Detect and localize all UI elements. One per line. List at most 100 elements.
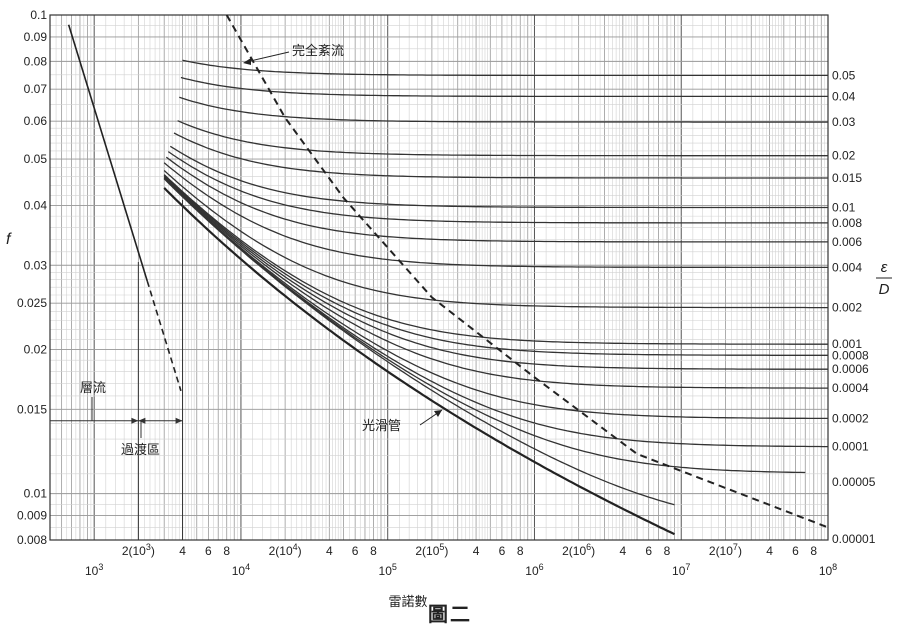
figure-caption: 圖二 (428, 604, 472, 626)
y-tick-label: 0.06 (24, 114, 48, 128)
roughness-curve (179, 96, 828, 123)
roughness-curve (163, 176, 828, 389)
x-tick-label: 8 (370, 544, 377, 558)
x-tick-label: 6 (792, 544, 799, 558)
x-tick-label: 8 (223, 544, 230, 558)
right-axis-label-denominator: D (879, 281, 890, 298)
roughness-label: 0.00001 (832, 532, 876, 546)
roughness-label: 0.0004 (832, 381, 869, 395)
y-tick-label: 0.02 (24, 343, 48, 357)
x-tick-label: 6 (205, 544, 212, 558)
roughness-label: 0.0006 (832, 362, 869, 376)
smooth-pipe-arrowhead (434, 410, 442, 417)
x-decade-label: 104 (232, 562, 250, 578)
x-tick-label: 4 (766, 544, 773, 558)
y-tick-label: 0.015 (17, 402, 47, 416)
y-tick-label: 0.03 (24, 258, 48, 272)
y-tick-label: 0.04 (24, 198, 48, 212)
x-tick-label: 8 (517, 544, 524, 558)
roughness-curve (182, 59, 828, 77)
x-tick-label: 4 (619, 544, 626, 558)
x-decade-label: 103 (85, 562, 103, 578)
flow-region-markers (50, 200, 184, 540)
roughness-label: 0.0002 (832, 411, 869, 425)
roughness-label: 0.004 (832, 260, 862, 274)
roughness-label: 0.0008 (832, 348, 869, 362)
y-tick-label: 0.01 (24, 487, 48, 501)
y-tick-label: 0.009 (17, 509, 47, 523)
roughness-curve (163, 175, 828, 370)
roughness-curve (169, 145, 828, 209)
laminar-dashed-extension (146, 280, 182, 392)
x-tick-label: 4 (179, 544, 186, 558)
roughness-curves (163, 59, 828, 536)
x-tick-label: 8 (664, 544, 671, 558)
complete-turbulence-arrow-line (245, 51, 290, 63)
roughness-label: 0.0001 (832, 440, 869, 454)
laminar-line (67, 24, 182, 392)
x-tick-label: 4 (473, 544, 480, 558)
x-tick-label: 2(104) (269, 542, 302, 558)
roughness-label: 0.001 (832, 337, 862, 351)
y-tick-label: 0.05 (24, 152, 48, 166)
x-tick-label: 6 (499, 544, 506, 558)
y-tick-labels: 0.1 0.09 0.08 0.07 0.06 0.05 0.04 0.03 0.025 0.02… (17, 8, 47, 547)
laminar-solid-line (67, 24, 149, 282)
roughness-label: 0.01 (832, 200, 856, 214)
x-tick-label: 2(103) (122, 542, 155, 558)
x-tick-label: 8 (810, 544, 817, 558)
x-decade-label: 108 (819, 562, 837, 578)
roughness-curve (163, 170, 828, 309)
roughness-curve (173, 132, 828, 179)
x-decade-label: 107 (672, 562, 690, 578)
complete-turbulence-line (225, 14, 829, 529)
roughness-curve (177, 120, 828, 157)
roughness-curve (165, 156, 828, 243)
x-tick-label: 2(106) (562, 542, 595, 558)
right-axis-label-numerator: ε (881, 259, 888, 276)
y-tick-label: 0.07 (24, 82, 48, 96)
complete-turbulence-annotation: 完全紊流 (292, 43, 344, 58)
x-axis-label: 雷諾數 (388, 594, 427, 609)
plot-frame (49, 14, 829, 541)
x-tick-label: 2(107) (709, 542, 742, 558)
x-tick-label: 2(105) (415, 542, 448, 558)
roughness-curve (180, 76, 828, 98)
y-axis-label: f (6, 231, 12, 248)
transition-annotation: 過渡區 (121, 442, 160, 457)
roughness-curve (163, 177, 828, 420)
roughness-label: 0.006 (832, 235, 862, 249)
roughness-curve (163, 178, 675, 506)
y-tick-label: 0.025 (17, 296, 47, 310)
roughness-label: 0.015 (832, 171, 862, 185)
roughness-label: 0.008 (832, 216, 862, 230)
x-tick-label: 4 (326, 544, 333, 558)
roughness-label: 0.00005 (832, 475, 876, 489)
roughness-curve (163, 174, 828, 345)
y-tick-label: 0.008 (17, 533, 47, 547)
y-tick-label: 0.1 (30, 8, 47, 22)
transition-range-arrowhead-right (175, 417, 183, 424)
smooth-pipe-annotation: 光滑管 (362, 418, 401, 433)
laminar-annotation: 層流 (80, 380, 106, 395)
roughness-labels: 0.05 0.04 0.03 0.02 0.015 0.01 0.008 0.006 0.004… (832, 68, 876, 546)
smooth-pipe-curve (163, 187, 675, 536)
transition-range-arrowhead-left (138, 417, 146, 424)
complete-turbulence-dashed-curve (225, 14, 829, 529)
roughness-curve (167, 151, 828, 224)
laminar-range-arrowhead (131, 417, 139, 424)
complete-turbulence-arrowhead (243, 58, 251, 65)
gridlines (49, 14, 829, 541)
x-decade-label: 106 (525, 562, 543, 578)
roughness-label: 0.03 (832, 115, 856, 129)
roughness-label: 0.02 (832, 149, 856, 163)
roughness-curve (163, 162, 828, 269)
roughness-label: 0.04 (832, 89, 856, 103)
x-tick-label: 6 (352, 544, 359, 558)
roughness-label: 0.05 (832, 68, 856, 82)
y-tick-label: 0.09 (24, 30, 48, 44)
roughness-label: 0.002 (832, 301, 862, 315)
